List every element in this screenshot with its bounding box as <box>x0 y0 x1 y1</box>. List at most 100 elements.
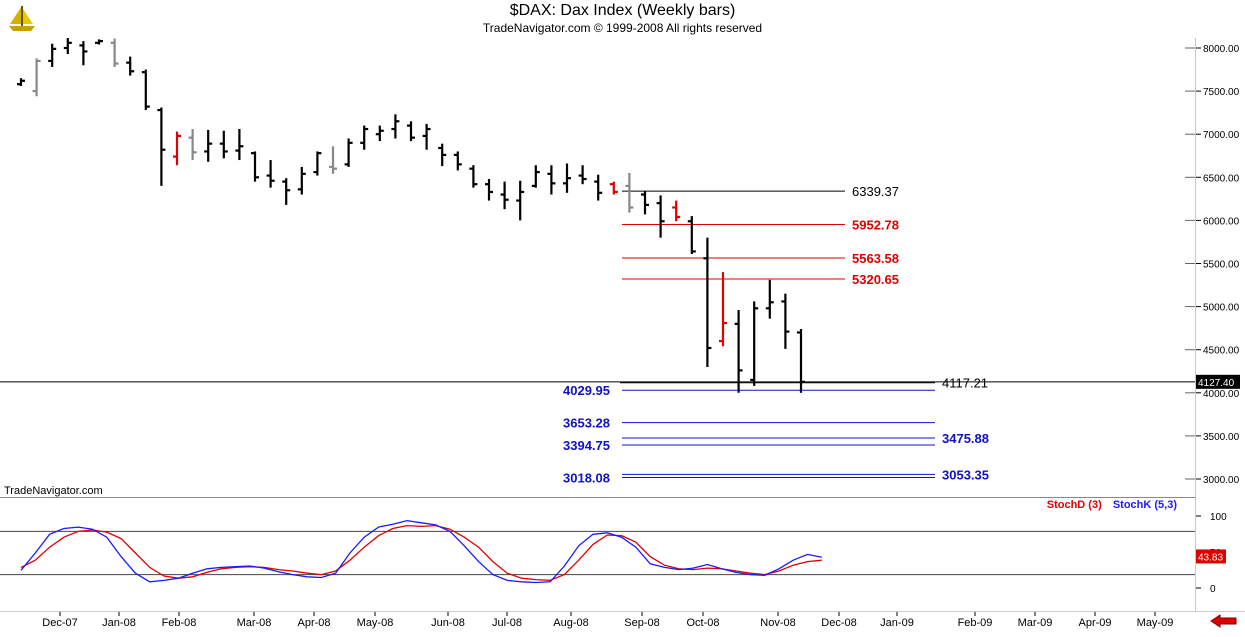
ohlc-bar <box>719 272 727 347</box>
x-tick-label: Sep-08 <box>624 617 659 629</box>
ohlc-bar <box>17 78 25 86</box>
ohlc-bar <box>672 200 681 222</box>
level-label: 3018.08 <box>563 470 610 485</box>
ohlc-bar <box>594 174 603 201</box>
level-label: 5563.58 <box>852 251 899 266</box>
price-chart: 6339.37 5952.78 5563.58 5320.65 4117.21 4029.… <box>0 37 1195 485</box>
level-label: 3053.35 <box>942 467 989 482</box>
stoch-y-tick-label: 100 <box>1210 512 1227 523</box>
y-tick-label: 7000.00 <box>1203 130 1240 141</box>
y-tick-label: 7500.00 <box>1203 87 1240 98</box>
ohlc-bar <box>141 69 150 111</box>
x-tick-label: Apr-08 <box>297 617 330 629</box>
level-label: 5320.65 <box>852 272 899 287</box>
level-label: 6339.37 <box>852 184 899 199</box>
price-panel[interactable]: 6339.37 5952.78 5563.58 5320.65 4117.21 4029.… <box>0 37 1196 497</box>
ohlc-bar <box>422 123 431 150</box>
ohlc-bar <box>251 151 259 182</box>
ohlc-bar <box>750 301 759 386</box>
chart-title: $DAX: Dax Index (Weekly bars) <box>509 2 736 19</box>
ohlc-bar <box>578 165 587 185</box>
x-tick-label: Apr-09 <box>1078 617 1111 629</box>
ohlc-bar <box>687 216 696 255</box>
level-label: 3394.75 <box>563 438 610 453</box>
ohlc-bar <box>797 329 805 393</box>
ohlc-bar <box>266 160 275 188</box>
ohlc-bar <box>703 237 712 367</box>
last-price-badge <box>1196 374 1240 389</box>
ohlc-bar <box>734 310 743 393</box>
x-tick-label: Jan-09 <box>880 617 914 629</box>
ohlc-bar <box>656 195 665 238</box>
ohlc-bar <box>531 165 540 188</box>
ohlc-bar <box>282 178 291 205</box>
x-tick-label: Dec-07 <box>42 617 77 629</box>
stoch-value-label: 43.83 <box>1198 552 1223 563</box>
ohlc-bar <box>95 39 103 45</box>
level-label: 5952.78 <box>852 217 899 232</box>
y-axis: 8000.00 7500.00 7000.00 6500.00 6000.00 5500.… <box>1196 44 1240 595</box>
header-bar: $DAX: Dax Index (Weekly bars) TradeNavig… <box>0 0 1245 38</box>
ohlc-bar <box>344 138 353 167</box>
stoch-series-line <box>20 524 822 582</box>
ohlc-bar <box>110 38 119 67</box>
x-tick-label: Nov-08 <box>760 617 795 629</box>
ohlc-bar <box>313 151 322 176</box>
x-tick-label: Feb-09 <box>958 617 993 629</box>
x-axis: Dec-07 Jan-08 Feb-08 Mar-08 Apr-08 May-08 Jun-… <box>42 612 1174 629</box>
ohlc-bar <box>407 121 415 142</box>
ohlc-bar <box>391 114 400 139</box>
x-axis-panel: Dec-07 Jan-08 Feb-08 Mar-08 Apr-08 May-08 Jun-… <box>0 611 1245 632</box>
x-tick-label: Jun-08 <box>431 617 465 629</box>
stoch-d-legend: StochD (3) <box>1046 499 1102 511</box>
level-label: 3475.88 <box>942 431 989 446</box>
y-tick-label: 4500.00 <box>1203 346 1240 357</box>
level-label: 4117.21 <box>942 376 988 391</box>
ohlc-bar <box>609 181 618 195</box>
ohlc-bar <box>765 279 774 319</box>
ohlc-bar <box>126 56 135 76</box>
stoch-value-badge <box>1196 549 1226 564</box>
ohlc-bar <box>500 181 509 210</box>
ohlc-bar <box>485 179 493 201</box>
x-tick-label: Feb-08 <box>162 617 197 629</box>
ohlc-bar <box>469 165 478 188</box>
y-tick-label: 6000.00 <box>1203 216 1240 227</box>
y-tick-label: 3500.00 <box>1203 432 1240 443</box>
stoch-legend: StochD (3) StochK (5,3) <box>1047 499 1177 511</box>
ohlc-bar <box>219 130 228 159</box>
ohlc-bar <box>63 37 72 55</box>
ohlc-bar <box>329 146 337 174</box>
chart-subtitle: TradeNavigator.com © 1999-2008 All right… <box>482 21 763 35</box>
ohlc-bar <box>453 151 462 171</box>
ohlc-bar <box>563 163 571 193</box>
x-tick-label: Oct-08 <box>686 617 719 629</box>
stoch-series-line <box>20 519 822 584</box>
x-tick-label: May-09 <box>1137 617 1174 629</box>
ohlc-bar <box>188 129 197 161</box>
ohlc-bar <box>157 107 166 186</box>
x-tick-label: Dec-08 <box>821 617 856 629</box>
ohlc-bar <box>32 58 41 97</box>
y-tick-label: 6500.00 <box>1203 173 1240 184</box>
ohlc-bar <box>297 166 306 195</box>
x-tick-label: May-08 <box>357 617 394 629</box>
y-tick-label: 5500.00 <box>1203 260 1240 271</box>
stochastic-panel[interactable] <box>0 497 1196 612</box>
ohlc-bar <box>173 131 181 166</box>
left-arrow-icon[interactable] <box>1209 614 1239 628</box>
ohlc-bar <box>781 293 790 349</box>
stoch-k-legend: StochK (5,3) <box>1112 499 1177 511</box>
watermark-label: TradeNavigator.com <box>4 485 103 497</box>
stochastic-chart <box>0 519 1195 584</box>
ohlc-bar <box>48 43 57 67</box>
ohlc-bar <box>375 125 384 142</box>
ohlc-bar <box>625 172 634 213</box>
ohlc-bar <box>547 165 556 195</box>
x-tick-label: Aug-08 <box>553 617 588 629</box>
ohlc-bar <box>516 180 525 221</box>
y-tick-label: 4000.00 <box>1203 389 1240 400</box>
last-price-label: 4127.40 <box>1198 378 1235 389</box>
x-tick-label: Mar-08 <box>237 617 272 629</box>
y-tick-label: 8000.00 <box>1203 44 1240 55</box>
